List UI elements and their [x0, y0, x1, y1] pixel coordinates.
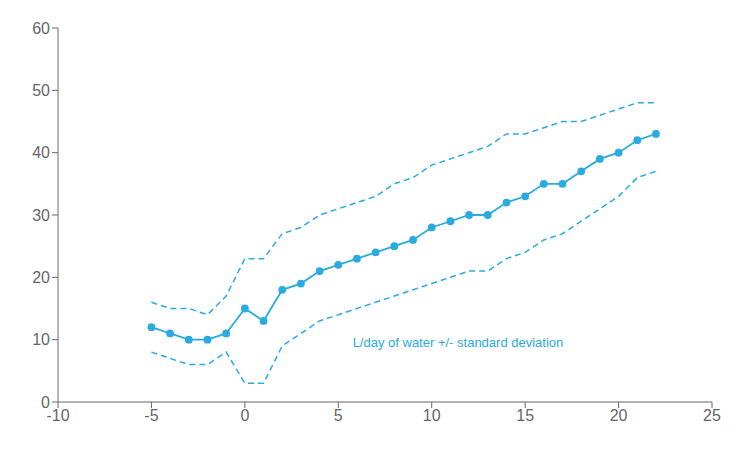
svg-text:25: 25 — [703, 407, 721, 424]
svg-text:-5: -5 — [144, 407, 158, 424]
svg-text:10: 10 — [32, 331, 50, 348]
svg-text:L/day of water +/- standard de: L/day of water +/- standard deviation — [353, 335, 564, 350]
svg-text:0: 0 — [41, 394, 50, 411]
svg-text:0: 0 — [240, 407, 249, 424]
svg-text:40: 40 — [32, 144, 50, 161]
svg-text:10: 10 — [423, 407, 441, 424]
svg-text:15: 15 — [516, 407, 534, 424]
svg-text:20: 20 — [32, 269, 50, 286]
svg-text:-10: -10 — [46, 407, 70, 425]
svg-text:60: 60 — [32, 20, 50, 37]
svg-text:30: 30 — [32, 207, 50, 224]
svg-text:20: 20 — [610, 407, 628, 424]
svg-text:5: 5 — [334, 407, 343, 424]
svg-text:50: 50 — [32, 82, 50, 99]
